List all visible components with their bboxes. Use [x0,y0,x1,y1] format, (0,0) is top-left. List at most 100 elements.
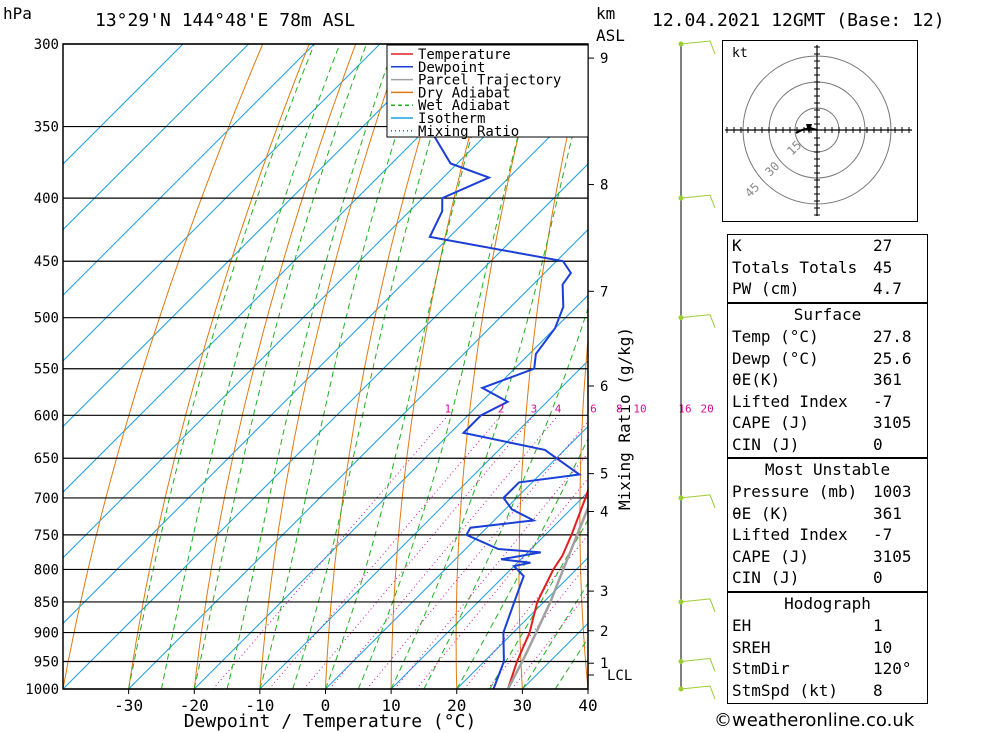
height-tick-label: 9 [600,51,608,67]
mixing-ratio-line [366,421,588,689]
temperature-line [506,487,588,689]
isotherm-line [63,44,249,231]
dry-adiabat-line [63,44,264,689]
hodograph-value: 120° [873,659,912,678]
height-tick-label: 8 [600,178,608,194]
pressure-tick-label: 700 [34,491,59,507]
pressure-tick-label: 600 [34,408,59,424]
pressure-tick-label: 350 [34,120,59,136]
isotherm-line [193,294,588,689]
wet-adiabat-line [128,44,315,689]
temperature-tick-label: -10 [245,696,274,715]
legend-label: Wet Adiabat [418,98,511,114]
index-label: PW (cm) [732,279,800,298]
most-unstable-box: Most Unstable Pressure (mb) 1003 θE (K) 36… [727,458,928,592]
storm-motion-marker [806,124,812,134]
wet-adiabat-line [160,44,341,689]
dewpoint-line [402,44,583,689]
asl-unit-label: ASL [596,26,625,45]
hodograph-value: 10 [873,637,893,657]
wet-adiabat-line [554,637,588,689]
index-value: 4.7 [873,279,902,298]
unstable-label: CIN (J) [732,568,800,587]
pressure-tick-label: 900 [34,626,59,642]
wind-barb [680,685,716,700]
mixing-ratio-line [487,562,588,689]
dry-adiabat-line [639,44,682,689]
wet-adiabat-line [292,44,460,689]
surface-label: Lifted Index [732,391,848,411]
hodograph-value: 1 [873,616,883,635]
index-value: 27 [873,236,893,255]
pressure-tick-label: 800 [34,562,59,578]
surface-label: Dewp (°C) [732,348,819,368]
parcel-trajectory-line [506,504,588,689]
wind-barb [680,40,716,55]
dry-adiabat-line [193,44,357,689]
height-tick-label: 4 [600,505,608,521]
skewt-chart: 3003504004505005506006507007508008509009… [25,37,720,732]
wet-adiabat-line [193,44,367,689]
surface-value: -7 [873,391,893,411]
isotherm-line [325,425,588,689]
pressure-tick-label: 750 [34,528,59,544]
mixing-ratio-line [212,414,449,689]
lcl-label: LCL [607,668,632,684]
pressure-tick-label: 450 [34,254,59,270]
mixing-ratio-label: 6 [590,402,597,415]
isotherm-line [63,44,512,493]
mixing-ratio-label: 2 [498,402,505,415]
pressure-tick-label: 500 [34,311,59,327]
mixing-ratio-axis-title: Mixing Ratio (g/kg) [615,327,634,510]
surface-label: θE(K) [732,370,781,389]
surface-value: 361 [873,370,902,389]
index-label: K [732,236,742,255]
surface-label: CAPE (J) [732,413,810,432]
wet-adiabat-line [259,44,426,689]
isotherm-line [63,44,184,165]
surface-value: 25.6 [873,348,912,368]
wind-barb [680,314,716,328]
height-tick-label: 5 [600,467,608,483]
height-tick-label: 1 [600,656,608,672]
dry-adiabat-line [696,44,720,689]
isotherm-line [390,491,588,689]
surface-value: 3105 [873,413,912,432]
footer-link[interactable]: ©weatheronline.co.uk [714,710,915,731]
mixing-ratio-label: 16 [678,402,691,415]
pressure-tick-label: 550 [34,362,59,378]
unstable-label: Pressure (mb) [732,482,858,501]
dry-adiabat-line [259,44,403,689]
height-tick-label: 2 [600,624,608,640]
hodograph-label: StmDir [732,659,790,678]
indices-box: K 27 Totals Totals 45 PW (cm) 4.7 [727,234,928,303]
wind-barb [680,194,716,209]
index-value: 45 [873,257,893,277]
mixing-ratio-label: 1 [445,402,452,415]
unstable-value: 0 [873,568,883,587]
dry-adiabat-line [128,44,310,689]
height-tick-label: 6 [600,379,608,395]
mixing-ratio-line [268,414,502,689]
isotherm-line [63,44,446,428]
hodograph-label: SREH [732,637,771,657]
unstable-value: 1003 [873,482,912,501]
unstable-label: Lifted Index [732,525,848,544]
wind-barb [680,494,716,509]
surface-label: CIN (J) [732,434,800,454]
unstable-label: CAPE (J) [732,546,810,566]
pressure-unit-label: hPa [3,4,32,23]
mixing-ratio-label: 10 [633,402,646,415]
temperature-tick-label: 30 [513,696,532,715]
pressure-tick-label: 1000 [25,682,59,698]
isotherm-line [128,228,588,689]
mixing-ratio-label: 4 [555,402,562,415]
mixing-ratio-label: 8 [616,402,623,415]
hodograph-label: StmSpd (kt) [732,680,838,700]
wet-adiabat-line [390,70,588,689]
surface-box: Surface Temp (°C) 27.8 Dewp (°C) 25.6 θE(K… [727,303,928,458]
hodograph-unit: kt [732,46,748,61]
temperature-tick-label: 40 [578,696,597,715]
surface-value: 0 [873,434,883,454]
